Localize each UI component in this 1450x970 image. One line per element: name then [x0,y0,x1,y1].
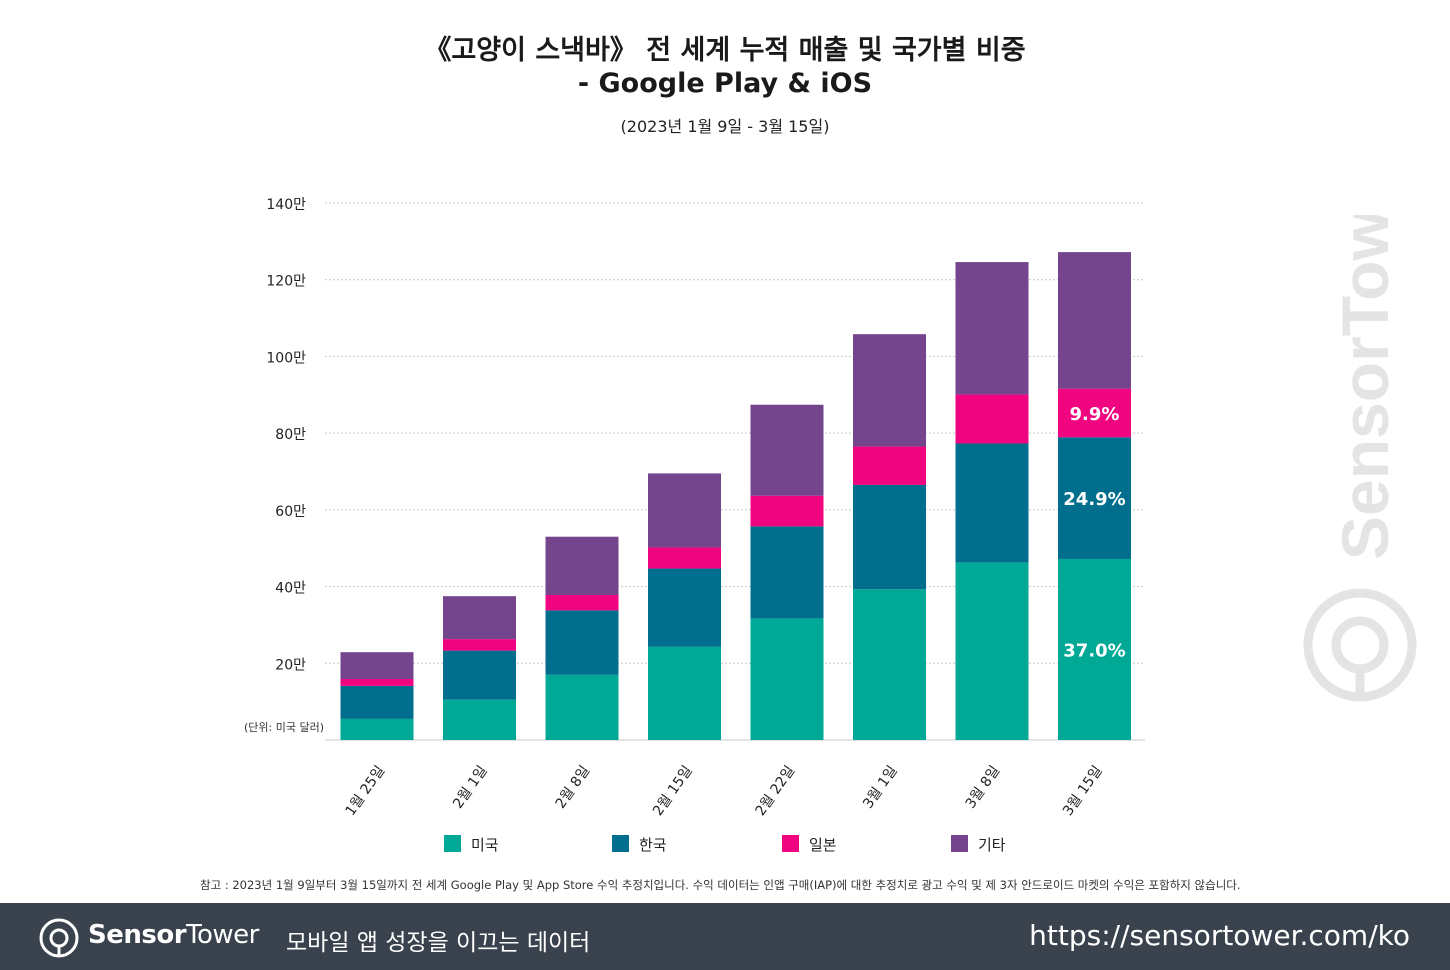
legend-swatch [612,835,629,852]
bar-segment-1-7 [1058,437,1131,559]
bar-segment-1-0 [340,685,414,719]
legend-swatch [782,835,799,852]
bar-segment-1-3 [648,568,721,647]
y-tick-label: 60만 [275,504,306,520]
y-axis-ticks: 20만 40만 60만 80만 100만 120만 140만 [266,197,306,673]
bar-segment-2-3 [648,547,721,569]
bar-segment-3-4 [750,404,824,496]
bar-segment-0-0 [340,718,414,740]
x-tick-label: 1월 25일 [343,763,389,819]
data-label: 9.9% [1070,404,1120,425]
y-tick-label: 20만 [275,657,306,673]
bar-segment-0-2 [545,674,619,740]
watermark-logo-icon [1303,588,1417,702]
chart-title: 《고양이 스낵바》 전 세계 누적 매출 및 국가별 비중 [424,35,1026,66]
y-tick-label: 40만 [275,581,306,597]
bar-segment-1-4 [750,526,824,619]
legend-label: 미국 [471,836,499,854]
legend-swatch [444,835,461,852]
bar-segment-0-7 [1058,558,1131,740]
footer-bar: SensorTower 모바일 앱 성장을 이끄는 데이터 https://se… [0,903,1450,970]
x-tick-label: 2월 1일 [450,763,491,812]
footer-brand: SensorTower [88,920,259,950]
brand-light: Tower [186,920,259,950]
bar-segment-2-1 [443,639,516,651]
chart-subtitle: (2023년 1월 9일 - 3월 15일) [620,117,830,136]
bar-segment-3-1 [443,596,516,640]
bar-segment-2-6 [955,394,1029,444]
bar-segment-2-2 [545,595,619,611]
data-label: 37.0% [1063,640,1125,661]
bar-segment-2-7 [1058,388,1131,438]
bar-segment-0-5 [853,589,926,740]
x-tick-label: 2월 15일 [650,763,696,819]
x-tick-label: 2월 8일 [553,763,594,812]
bar-segment-3-2 [545,536,619,596]
x-tick-label: 3월 8일 [963,763,1004,812]
x-tick-label: 3월 15일 [1060,763,1106,819]
stacked-bar-chart: 20만 40만 60만 80만 100만 120만 140만 1월 25일 2월 1일 2월 8… [244,197,1145,854]
bar-segment-3-3 [648,473,721,548]
bar-segment-0-1 [443,699,516,740]
sensortower-watermark: SensorTower [1303,215,1417,702]
data-label: 24.9% [1063,489,1125,510]
bar-segment-1-5 [853,484,926,590]
data-labels: 37.0% 24.9% 9.9% [1063,404,1125,661]
legend-label: 한국 [639,836,667,854]
y-tick-label: 140만 [266,197,306,213]
bar-segment-3-6 [955,262,1029,395]
bar-segment-3-0 [340,652,414,680]
x-tick-label: 2월 22일 [753,763,799,819]
footer-tagline: 모바일 앱 성장을 이끄는 데이터 [286,930,591,956]
bar-segment-3-5 [853,334,926,447]
bar-segment-0-6 [955,562,1029,740]
bar-segment-2-4 [750,495,824,527]
footer-url[interactable]: https://sensortower.com/ko [1029,919,1410,952]
legend-label: 기타 [978,836,1006,854]
x-tick-label: 3월 1일 [860,763,901,812]
brand-bold: Sensor [88,920,187,950]
bar-segment-0-3 [648,646,721,740]
bar-segment-1-1 [443,650,516,700]
bar-segment-1-6 [955,443,1029,563]
footnote: 참고 : 2023년 1월 9일부터 3월 15일까지 전 세계 Google … [200,878,1241,892]
bar-stacks [340,252,1131,740]
chart-title-line2: - Google Play & iOS [577,68,873,99]
unit-label: (단위: 미국 달러) [244,721,324,734]
y-tick-label: 80만 [275,427,306,443]
y-tick-label: 120만 [266,274,306,290]
bar-segment-2-0 [340,679,414,686]
bar-segment-1-2 [545,610,619,675]
sensortower-logo-icon [39,918,79,958]
bar-segment-0-4 [750,618,824,740]
legend-swatch [951,835,968,852]
watermark-text: SensorTower [1328,215,1402,560]
y-tick-label: 100만 [266,350,306,366]
x-axis-ticks: 1월 25일 2월 1일 2월 8일 2월 15일 2월 22일 3월 1일 3월 8일 3월… [343,763,1106,819]
bar-segment-2-5 [853,446,926,485]
legend: 미국 한국 일본 기타 [444,835,1006,854]
bar-segment-3-7 [1058,252,1131,389]
legend-label: 일본 [809,836,837,854]
